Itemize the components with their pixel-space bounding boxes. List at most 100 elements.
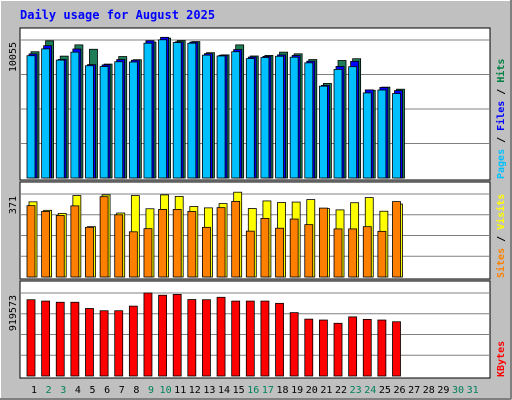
day-label-9: 9 [148,385,154,396]
legend-separator: / [496,230,507,248]
bar-visits-sites-day-16 [245,230,255,278]
chart-title: Daily usage for August 2025 [20,8,215,22]
day-label-8: 8 [133,385,139,396]
bar-kbytes-kbytes-day-16 [245,300,255,377]
bar-visits-sites-day-22 [333,228,343,278]
bar-hits-pages-day-5 [85,65,94,179]
panel-kbytes-plot-area [19,280,491,379]
bar-visits-sites-day-21 [318,207,328,278]
bar-hits-pages-day-15 [231,51,241,179]
bar-visits-sites-day-15 [231,200,241,278]
bar-kbytes-kbytes-day-18 [275,302,284,377]
bar-kbytes-kbytes-day-10 [158,294,167,377]
day-label-31: 31 [467,385,479,396]
bar-hits-pages-day-11 [172,42,182,179]
bar-visits-sites-day-12 [187,211,197,278]
bar-kbytes-kbytes-day-12 [187,299,197,377]
day-labels-group: 1 2 3 4 5 6 7 8 9 10 11 12 13 14 15 16 17 18 19 20 21 22 23 24 2… [31,385,479,396]
day-label-15: 15 [233,385,245,396]
day-label-3: 3 [60,385,66,396]
bar-kbytes-kbytes-day-7 [114,310,124,377]
day-label-29: 29 [437,385,449,396]
bar-hits-pages-day-14 [216,55,226,179]
bar-hits-pages-day-8 [128,61,138,179]
day-label-6: 6 [104,385,110,396]
day-label-23: 23 [350,385,362,396]
bar-hits-pages-day-1 [26,55,36,179]
panel-hits: 10055 Pages / Files / Hits [8,27,507,181]
bar-visits-sites-day-24 [362,226,372,278]
panel-kbytes: 919573 KBytes [8,280,507,379]
bar-hits-pages-day-24 [362,92,372,179]
bar-visits-sites-day-1 [26,205,36,278]
bar-hits-pages-day-16 [245,58,255,179]
panel-kbytes-legend: KBytes [496,341,507,377]
day-label-18: 18 [277,385,289,396]
bar-kbytes-kbytes-day-3 [55,301,65,377]
day-label-28: 28 [423,385,435,396]
bar-hits-pages-day-21 [318,85,328,179]
day-label-21: 21 [320,385,332,396]
bar-hits-pages-day-25 [377,89,387,179]
bar-hits-pages-day-12 [187,42,197,179]
bar-hits-pages-day-2 [41,48,51,179]
day-label-5: 5 [89,385,95,396]
bar-kbytes-kbytes-day-26 [392,321,401,377]
bar-kbytes-kbytes-day-1 [26,299,36,377]
day-label-12: 12 [189,385,201,396]
day-label-10: 10 [160,385,172,396]
bar-kbytes-kbytes-day-22 [333,322,343,377]
bar-visits-sites-day-4 [70,205,80,278]
panel-kbytes-ymax-label: 919573 [8,295,19,331]
day-label-7: 7 [119,385,125,396]
legend-item-hits: Hits [495,59,507,83]
bar-visits-sites-day-2 [41,211,51,278]
bar-kbytes-kbytes-day-24 [362,319,372,377]
bar-visits-sites-day-11 [172,209,182,278]
panel-hits-legend: Pages / Files / Hits [495,59,507,179]
bar-kbytes-kbytes-day-17 [260,300,270,377]
bar-visits-sites-day-5 [85,226,94,278]
bar-visits-sites-day-20 [304,224,314,278]
bar-kbytes-kbytes-day-20 [304,318,314,377]
bar-hits-pages-day-10 [158,39,167,179]
day-label-13: 13 [203,385,215,396]
legend-item-sites: Sites [495,248,507,278]
legend-item-pages: Pages [496,149,507,179]
bar-visits-sites-day-25 [377,230,387,278]
legend-separator: / [496,83,507,101]
bar-visits-sites-day-8 [128,231,138,278]
day-label-27: 27 [408,385,420,396]
bar-hits-pages-day-18 [275,55,284,179]
legend-item-files: Files [495,101,507,131]
bar-hits-pages-day-20 [304,62,314,179]
bar-kbytes-kbytes-day-11 [172,294,182,377]
bar-visits-sites-day-26 [392,201,401,278]
bar-hits-pages-day-17 [260,57,270,179]
bar-visits-sites-day-6 [99,196,109,278]
day-label-19: 19 [291,385,303,396]
day-label-25: 25 [379,385,391,396]
panels-group: 10055 Pages / Files / Hits 371 Sites / Visi… [8,27,507,379]
bar-hits-pages-day-9 [143,42,153,179]
bar-hits-pages-day-7 [114,61,124,179]
bar-hits-pages-day-6 [99,66,109,179]
bar-hits-pages-day-3 [55,59,65,179]
bar-kbytes-kbytes-day-23 [348,316,358,377]
day-label-20: 20 [306,385,318,396]
bar-visits-sites-day-23 [348,228,358,278]
bar-kbytes-kbytes-day-21 [318,319,328,377]
legend-item-kbytes: KBytes [496,341,507,377]
bar-kbytes-kbytes-day-14 [216,296,226,377]
bar-hits-pages-day-4 [70,51,80,179]
bar-kbytes-kbytes-day-15 [231,300,241,377]
bar-visits-sites-day-17 [260,217,270,278]
day-label-30: 30 [452,385,464,396]
panel-visits: 371 Sites / Visits [8,181,507,280]
day-label-14: 14 [218,385,230,396]
bar-kbytes-kbytes-day-6 [99,310,109,377]
day-label-11: 11 [174,385,186,396]
panel-visits-ymax-label: 371 [8,196,19,214]
